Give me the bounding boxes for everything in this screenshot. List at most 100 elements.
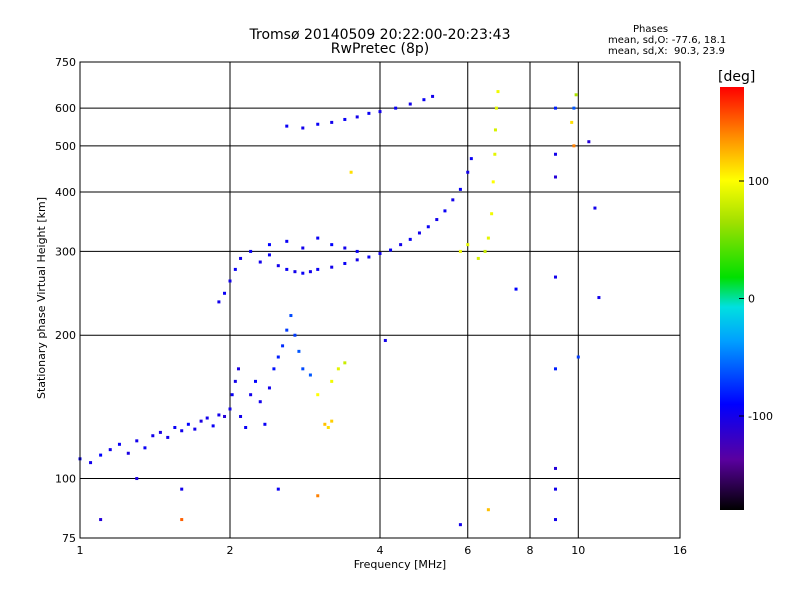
data-point [217, 300, 221, 304]
data-point [301, 246, 305, 250]
data-point [422, 98, 426, 102]
y-tick-label: 300 [55, 245, 76, 258]
data-point [223, 291, 227, 295]
data-point [285, 239, 289, 243]
data-point [493, 152, 497, 156]
data-point [297, 349, 301, 353]
data-point [553, 487, 557, 491]
data-point [143, 446, 147, 450]
data-point [236, 367, 240, 371]
data-point [108, 448, 112, 452]
x-tick-label: 4 [377, 544, 384, 557]
data-point [399, 243, 403, 247]
data-point [343, 361, 347, 365]
data-point [326, 425, 330, 429]
data-point [330, 265, 334, 269]
data-point [301, 367, 305, 371]
data-point [355, 115, 359, 119]
colorbar-tick-label: 0 [748, 293, 755, 306]
data-point [217, 413, 221, 417]
y-tick-label: 750 [55, 56, 76, 69]
data-point [276, 487, 280, 491]
x-tick-label: 2 [227, 544, 234, 557]
data-point [285, 328, 289, 332]
data-point [166, 435, 170, 439]
data-point [126, 451, 130, 455]
y-tick-label: 200 [55, 329, 76, 342]
data-point [316, 267, 320, 271]
data-point [276, 355, 280, 359]
data-point [367, 111, 371, 115]
data-point [285, 267, 289, 271]
y-axis-label: Stationary phase Virtual Height [km] [35, 196, 48, 400]
data-point [258, 260, 262, 264]
data-point [570, 120, 574, 124]
data-point [458, 249, 462, 253]
data-point [349, 170, 353, 174]
data-point [267, 243, 271, 247]
data-point [244, 425, 248, 429]
data-point [466, 170, 470, 174]
data-point [355, 249, 359, 253]
data-point [211, 424, 215, 428]
data-point [308, 270, 312, 274]
data-point [553, 275, 557, 279]
data-points [78, 90, 601, 527]
x-tick-label: 16 [673, 544, 687, 557]
data-point [553, 152, 557, 156]
data-point [230, 393, 234, 397]
data-point [417, 231, 421, 235]
data-point [593, 206, 597, 210]
data-point [135, 477, 139, 481]
data-point [490, 212, 494, 216]
data-point [378, 251, 382, 255]
data-point [249, 393, 253, 397]
data-point [343, 246, 347, 250]
y-tick-label: 500 [55, 140, 76, 153]
x-tick-label: 10 [571, 544, 585, 557]
plot-frame [79, 61, 681, 539]
phases-o-stats: mean, sd,O: -77.6, 18.1 [608, 35, 727, 46]
data-point [553, 367, 557, 371]
data-point [408, 237, 412, 241]
data-point [493, 128, 497, 132]
data-point [486, 236, 490, 240]
data-point [553, 106, 557, 110]
data-point [276, 264, 280, 268]
data-point [466, 243, 470, 247]
phases-heading: Phases [633, 24, 669, 35]
data-point [263, 422, 267, 426]
data-point [301, 271, 305, 275]
y-tick-label: 600 [55, 102, 76, 115]
data-point [228, 407, 232, 411]
data-point [258, 400, 262, 404]
data-point [383, 338, 387, 342]
chart-title: Tromsø 20140509 20:22:00-20:23:43 [249, 27, 511, 43]
data-point [223, 414, 227, 418]
data-point [576, 355, 580, 359]
y-ticks: 75 100 200 300 400 500 600 750 [55, 56, 76, 545]
data-point [135, 439, 139, 443]
data-point [99, 518, 103, 522]
data-point [289, 314, 293, 318]
data-point [394, 106, 398, 110]
data-point [476, 256, 480, 260]
phases-x-stats: mean, sd,X: 90.3, 23.9 [608, 46, 725, 57]
x-axis-label: Frequency [MHz] [353, 558, 447, 571]
x-tick-label: 6 [464, 544, 471, 557]
data-point [330, 243, 334, 247]
data-point [574, 93, 578, 97]
x-tick-label: 8 [527, 544, 534, 557]
data-point [89, 461, 93, 465]
colorbar-tick-label: -100 [748, 410, 773, 423]
data-point [494, 106, 498, 110]
data-point [496, 90, 500, 94]
data-point [316, 494, 320, 498]
data-point [389, 248, 393, 252]
data-point [173, 425, 177, 429]
data-point [343, 117, 347, 121]
data-point [553, 175, 557, 179]
data-point [458, 523, 462, 527]
data-point [199, 419, 203, 423]
